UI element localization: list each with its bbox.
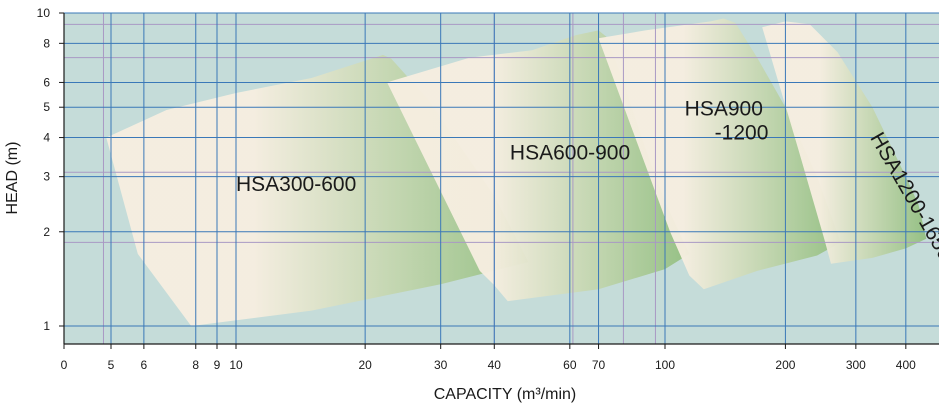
x-axis-title: CAPACITY (m³/min): [434, 386, 577, 403]
y-tick-label: 5: [43, 100, 50, 114]
x-tick-label: 8: [192, 358, 199, 372]
x-tick-label: 6: [141, 358, 148, 372]
region-label-hsa300-600: HSA300-600: [236, 173, 356, 196]
y-tick-label: 6: [43, 75, 50, 89]
y-tick-label: 1: [43, 319, 50, 333]
y-tick-label: 8: [43, 36, 50, 50]
x-tick-label: 60: [563, 358, 577, 372]
x-tick-label: 0: [61, 358, 68, 372]
x-tick-label: 5: [108, 358, 115, 372]
x-tick-label: 400: [896, 358, 916, 372]
y-tick-label: 3: [43, 170, 50, 184]
x-tick-label: 300: [846, 358, 866, 372]
x-tick-label: 200: [775, 358, 795, 372]
region-label-hsa600-900: HSA600-900: [510, 142, 630, 165]
x-tick-label: 40: [488, 358, 502, 372]
x-tick-labels: 0 5 6 8 9 10 20 30 40 60 70 100 200 300 400: [61, 358, 916, 372]
y-tick-label: 4: [43, 131, 50, 145]
y-axis-title: HEAD (m): [4, 142, 21, 215]
x-tick-label: 100: [655, 358, 675, 372]
y-tick-labels: 1 2 3 4 5 6 8 10: [37, 6, 51, 333]
y-tick-label: 10: [37, 6, 51, 20]
x-tick-label: 20: [358, 358, 372, 372]
x-tick-label: 10: [229, 358, 243, 372]
x-tick-label: 30: [434, 358, 448, 372]
x-tick-label: 70: [592, 358, 606, 372]
y-tick-label: 2: [43, 225, 50, 239]
x-tick-label: 9: [214, 358, 221, 372]
